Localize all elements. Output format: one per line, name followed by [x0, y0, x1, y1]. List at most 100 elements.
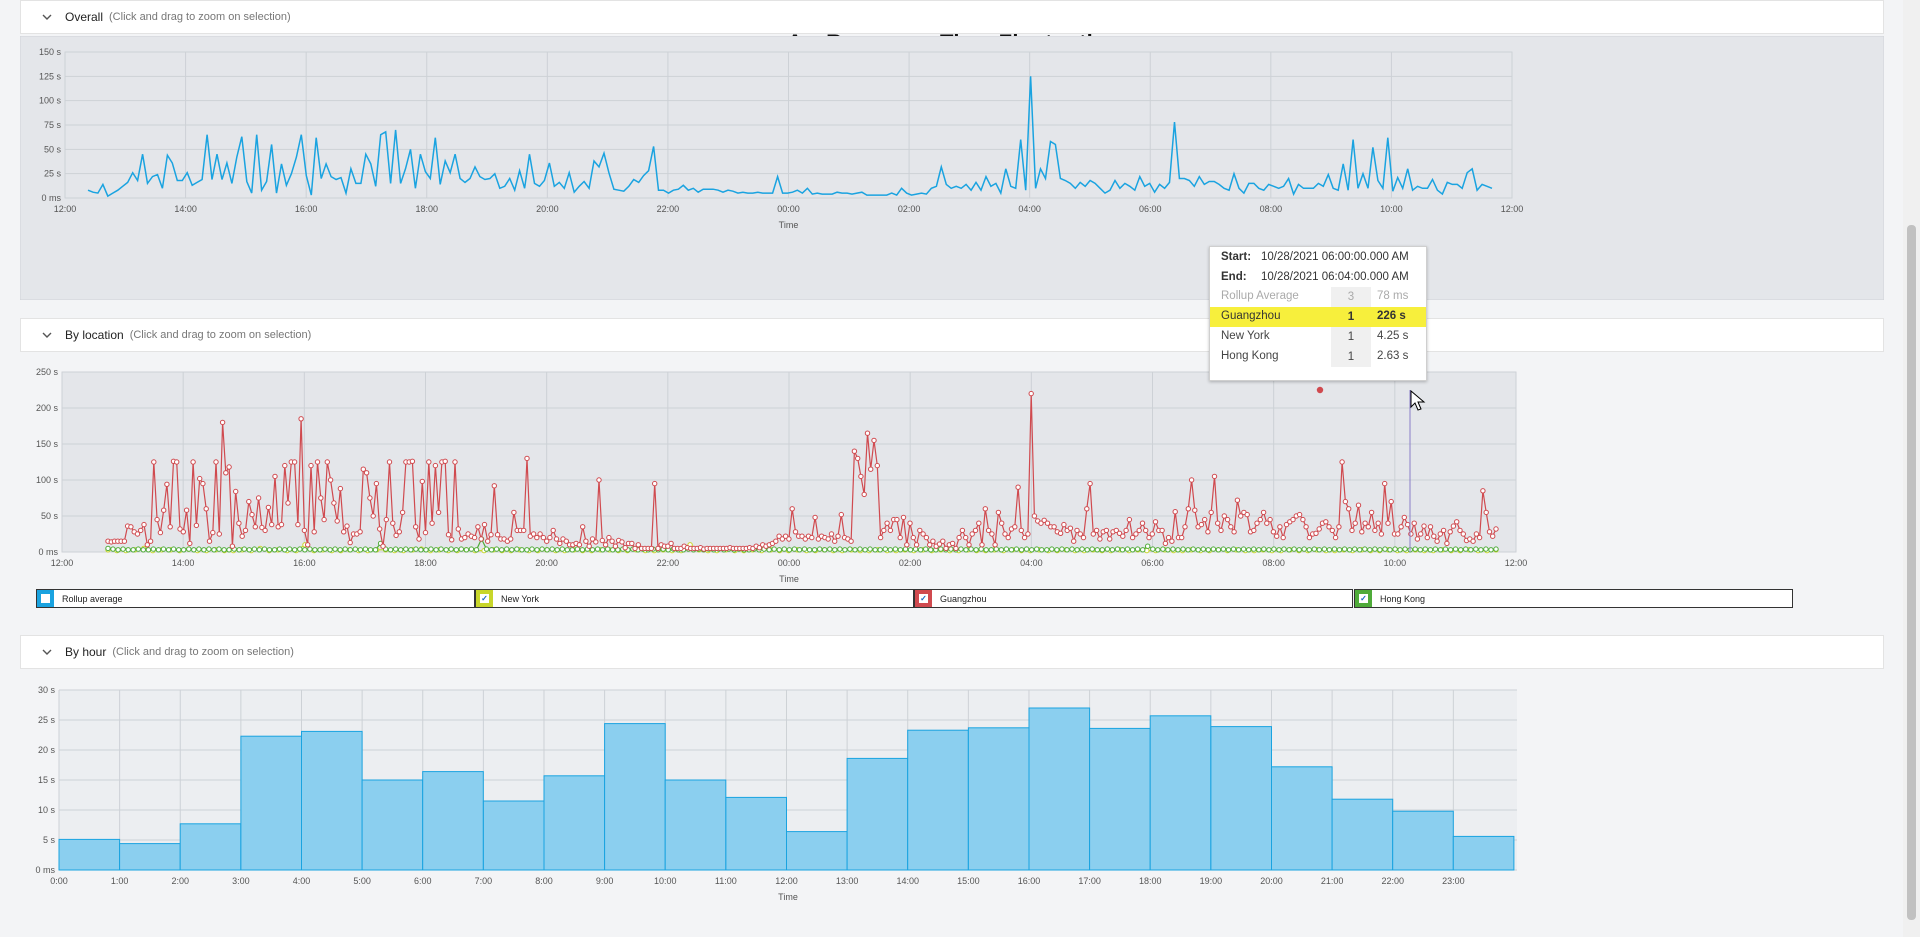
data-point: [862, 547, 868, 553]
data-point: [917, 527, 923, 534]
legend-item[interactable]: ✓ Guangzhou: [914, 589, 1353, 608]
data-point: [822, 547, 828, 553]
data-point: [1090, 531, 1097, 537]
data-point: [1329, 527, 1336, 534]
section-header-overall[interactable]: Overall (Click and drag to zoom on selec…: [20, 0, 1884, 34]
hover-marker: [1316, 386, 1324, 394]
data-point: [1290, 516, 1296, 523]
data-point: [347, 547, 353, 553]
data-point: [1332, 534, 1339, 541]
data-point: [337, 547, 343, 553]
data-point: [1015, 484, 1021, 490]
data-point: [972, 527, 979, 534]
x-tick-label: 12:00: [775, 876, 798, 886]
x-tick-label: 8:00: [535, 876, 553, 886]
data-point: [1254, 520, 1260, 526]
data-point: [1336, 524, 1342, 530]
data-point: [1018, 527, 1024, 534]
data-point: [448, 546, 454, 552]
legend-checkbox[interactable]: [37, 590, 54, 607]
data-point: [1480, 488, 1486, 494]
x-tick-label: 10:00: [654, 876, 677, 886]
data-point: [1179, 534, 1185, 541]
data-point: [318, 495, 324, 501]
data-point: [1493, 546, 1499, 552]
data-point: [475, 524, 481, 530]
data-point: [1392, 546, 1398, 552]
legend-checkbox[interactable]: ✓: [915, 590, 932, 607]
location-chart[interactable]: 0 ms 50 s 100 s 150 s 200 s 250 s 12:00 14:00 16…: [20, 360, 1884, 590]
data-point: [1220, 546, 1227, 552]
data-point: [1493, 526, 1499, 532]
section-header-by-location[interactable]: By location (Click and drag to zoom on s…: [20, 318, 1884, 352]
legend-label: Rollup average: [62, 593, 123, 604]
data-point: [995, 509, 1002, 516]
x-tick-label: 16:00: [295, 204, 318, 214]
data-point: [596, 477, 602, 483]
data-point: [324, 459, 330, 465]
data-point: [1362, 546, 1368, 552]
section-header-by-hour[interactable]: By hour (Click and drag to zoom on selec…: [20, 635, 1884, 669]
data-point: [1286, 547, 1292, 553]
data-point: [540, 534, 547, 541]
data-point: [851, 448, 858, 454]
data-point: [602, 542, 609, 548]
data-point: [877, 547, 883, 553]
legend-item[interactable]: Rollup average: [36, 589, 475, 608]
data-point: [342, 546, 348, 552]
scrollbar-thumb[interactable]: [1907, 225, 1916, 920]
legend-checkbox[interactable]: ✓: [476, 590, 493, 607]
data-point: [593, 539, 599, 545]
data-point: [393, 546, 399, 552]
scrollbar[interactable]: [1903, 0, 1920, 937]
data-point: [332, 546, 338, 552]
data-point: [1378, 531, 1385, 537]
data-point: [1401, 514, 1408, 521]
x-tick-label: 23:00: [1442, 876, 1465, 886]
chevron-down-icon[interactable]: [39, 9, 55, 25]
data-point: [292, 547, 298, 553]
x-axis-label: Time: [778, 892, 798, 902]
tooltip-row: Guangzhou 1 226 s: [1210, 307, 1426, 327]
data-point: [1103, 527, 1110, 534]
bar: [543, 775, 606, 871]
data-point: [452, 459, 458, 465]
bar: [1210, 726, 1273, 871]
data-point: [1450, 523, 1457, 529]
data-point: [1470, 538, 1476, 544]
data-point: [135, 546, 142, 552]
hourly-chart[interactable]: 0 ms 5 s 10 s 15 s 20 s 25 s 30 s 0:00 1:00 2:00 3…: [20, 678, 1884, 908]
bar: [1089, 727, 1151, 871]
data-point: [1478, 547, 1484, 553]
data-point: [867, 546, 873, 552]
data-point: [1104, 546, 1111, 552]
data-point: [272, 473, 278, 480]
data-point: [302, 547, 308, 553]
data-point: [632, 545, 638, 552]
x-tick-label: 10:00: [1380, 204, 1403, 214]
data-point: [1336, 547, 1343, 553]
legend-item[interactable]: ✓ New York: [475, 589, 914, 608]
data-point: [1205, 529, 1211, 535]
overall-chart[interactable]: 0 ms 25 s 50 s 75 s 100 s 125 s 150 s 12:00 14:0…: [20, 36, 1884, 300]
data-point: [809, 534, 815, 541]
data-point: [1352, 546, 1358, 552]
data-point: [1235, 547, 1242, 553]
data-point: [1021, 534, 1028, 541]
data-point: [1180, 546, 1186, 552]
data-point: [1029, 547, 1035, 553]
legend-checkbox[interactable]: ✓: [1355, 590, 1372, 607]
data-point: [216, 546, 222, 552]
data-point: [796, 547, 803, 553]
data-point: [491, 483, 497, 489]
chevron-down-icon[interactable]: [39, 644, 55, 660]
data-point: [160, 546, 167, 552]
data-point: [897, 534, 903, 541]
data-point: [792, 529, 799, 535]
legend-item[interactable]: ✓ Hong Kong: [1354, 589, 1793, 608]
data-point: [206, 546, 212, 552]
chevron-down-icon[interactable]: [39, 327, 55, 343]
data-point: [393, 532, 399, 539]
data-point: [183, 507, 190, 513]
y-tick-label: 50 s: [44, 144, 62, 154]
